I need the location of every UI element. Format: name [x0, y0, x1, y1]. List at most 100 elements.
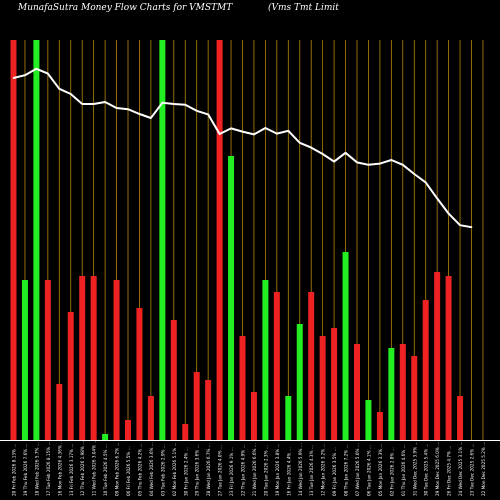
bar	[365, 400, 372, 440]
x-tick-label: 13 Tue Jan 2026 4.3% ...	[309, 445, 314, 496]
x-tick-label: 17 Tue Feb 2026 8.15% ...	[46, 441, 51, 496]
bar	[170, 320, 177, 440]
line-point	[470, 226, 473, 228]
x-tick-label: 01 Thu Jan 2026 4.6% ...	[401, 444, 406, 496]
x-tick-label: 20 Tue Jan 2026 2.3% ...	[263, 445, 268, 496]
line-point	[333, 160, 335, 163]
line-point	[287, 130, 290, 132]
line-point	[253, 133, 255, 136]
line-point	[138, 113, 141, 115]
x-tick-label: 06 Tue Jan 2026 4.1% ...	[366, 445, 371, 496]
x-tick-label: 12 Thu Feb 2026 1.98% ...	[80, 441, 85, 496]
x-tick-label: 24 Wed Dec 2025 3.1% ...	[458, 441, 463, 496]
bar	[434, 272, 441, 440]
line-point	[47, 72, 49, 75]
line-point	[69, 93, 72, 95]
x-tick-label: 13 Fri Feb 2026 3.17% ...	[69, 444, 74, 496]
x-tick-label: 29 Mon Dec 2025 6.0% ...	[435, 442, 440, 496]
line-point	[24, 74, 26, 76]
line-point	[104, 101, 106, 103]
x-tick-label: 19 Mon Jan 2026 3.8% ...	[275, 443, 280, 496]
line-point	[81, 103, 83, 105]
x-tick-label: 06 Fri Feb 2026 5.5% ...	[126, 446, 131, 496]
bar	[411, 356, 418, 440]
line-point	[367, 164, 370, 166]
bar	[342, 252, 349, 440]
bar	[239, 336, 246, 440]
chart-title: MunafaSutra Money Flow Charts for VMSTMT	[18, 3, 233, 13]
line-point	[150, 117, 152, 119]
x-tick-labels: 20 Fri Feb 2026 8.13% ... 19 Thu Feb 2026…	[12, 440, 486, 496]
bar	[182, 424, 189, 440]
line-point	[402, 164, 404, 166]
bar	[388, 348, 395, 440]
x-tick-label: 29 Thu Jan 2026 3.6% ...	[195, 444, 200, 496]
line-point	[184, 104, 187, 106]
bar	[136, 308, 143, 440]
bar	[457, 396, 464, 440]
bar	[319, 336, 326, 440]
line-point	[310, 146, 313, 149]
x-tick-label: 02 Mon Feb 2026 5.1% ...	[172, 442, 177, 496]
x-tick-label: 16 Fri Jan 2026 4.4% ...	[286, 447, 291, 496]
bars	[10, 40, 464, 440]
line-point	[390, 159, 393, 161]
line-point	[447, 212, 450, 215]
x-tick-label: 07 Wed Jan 2026 5.0% ...	[355, 443, 360, 496]
x-tick-label: 16 Mon Feb 2026 4.36% ...	[57, 440, 62, 496]
line-point	[195, 110, 198, 112]
bar	[228, 156, 235, 440]
bar	[56, 384, 63, 440]
bar	[113, 280, 120, 440]
line-point	[298, 142, 301, 144]
line-point	[12, 77, 15, 79]
line-point	[379, 162, 381, 165]
x-tick-label: 30 Fri Jan 2026 2.4% ...	[183, 447, 188, 496]
x-tick-label: 20 Fri Feb 2026 8.13% ...	[12, 444, 17, 496]
line-point	[230, 127, 232, 130]
money-flow-line	[12, 67, 473, 229]
line-point	[436, 197, 438, 200]
line-point	[321, 153, 324, 155]
line-point	[173, 103, 175, 105]
bar	[273, 292, 280, 440]
bar	[354, 344, 360, 440]
company-name: (Vms Tmt Limit	[268, 3, 339, 13]
line-point	[344, 152, 347, 154]
bar	[308, 292, 315, 440]
bar	[67, 312, 74, 440]
x-tick-label: 03 Tue Feb 2026 2.9% ...	[160, 444, 165, 496]
bar	[102, 434, 109, 440]
x-tick-label: 14 Wed Jan 2026 5.9% ...	[298, 443, 303, 496]
x-tick-label: 18 Wed Feb 2026 5.7% ...	[34, 442, 39, 496]
bar	[33, 40, 40, 440]
x-tick-label: 22 Mon Dec 2025 5.2% ...	[481, 442, 486, 496]
bar	[79, 276, 86, 440]
line-point	[92, 103, 95, 105]
bar	[21, 280, 28, 440]
bar	[422, 300, 429, 440]
bar	[10, 40, 17, 440]
line-point	[207, 113, 209, 116]
x-tick-label: 31 Wed Dec 2025 3.9% ...	[412, 441, 417, 496]
bar	[193, 372, 200, 440]
x-tick-label: 30 Tue Dec 2025 5.4% ...	[424, 443, 429, 496]
bar	[331, 328, 338, 440]
bar	[205, 380, 212, 440]
bar	[90, 276, 97, 440]
line-point	[35, 68, 38, 70]
x-tick-label: 09 Mon Feb 2026 6.2% ...	[115, 442, 120, 496]
x-tick-label: 19 Thu Feb 2026 7.6% ...	[23, 443, 28, 496]
bar	[216, 40, 223, 440]
x-tick-label: 02 Fri Jan 2026 2.8% ...	[389, 447, 394, 496]
x-tick-label: 23 Fri Jan 2026 9.1% ...	[229, 447, 234, 496]
x-tick-label: 10 Tue Feb 2026 4.5% ...	[103, 444, 108, 496]
bar	[262, 280, 269, 440]
x-tick-label: 12 Mon Jan 2026 3.2% ...	[321, 443, 326, 496]
line-point	[58, 88, 61, 90]
bar	[376, 412, 383, 440]
x-tick-label: 08 Thu Jan 2026 7.2% ...	[344, 444, 349, 496]
bar	[445, 276, 452, 440]
bar	[285, 396, 292, 440]
